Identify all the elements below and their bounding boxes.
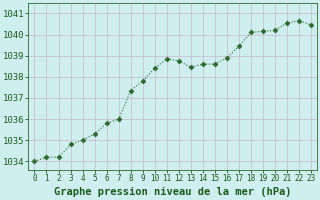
X-axis label: Graphe pression niveau de la mer (hPa): Graphe pression niveau de la mer (hPa) (54, 187, 292, 197)
